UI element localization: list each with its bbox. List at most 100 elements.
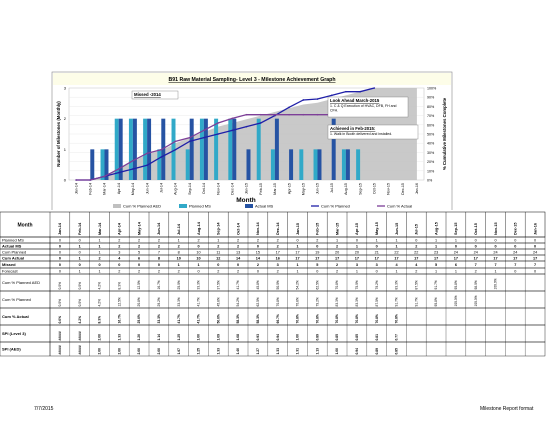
y2-tick-label: 40% bbox=[427, 142, 435, 146]
line-point bbox=[103, 175, 106, 178]
table-cell: 0.89 bbox=[375, 348, 379, 355]
table-cell: 2.00 bbox=[117, 348, 121, 355]
table-cell: 0 bbox=[376, 244, 378, 248]
table-cell: 0 bbox=[415, 238, 417, 242]
line-point bbox=[203, 129, 205, 132]
line-point bbox=[174, 148, 177, 151]
table-cell: 70.8% bbox=[395, 314, 399, 323]
bar-planned-ms bbox=[171, 118, 176, 180]
table-cell: 0 bbox=[197, 244, 199, 248]
x-tick-label: Sep-14 bbox=[188, 183, 192, 195]
annotation-box bbox=[327, 124, 419, 140]
x-tick-label: Dec-15 bbox=[401, 183, 405, 195]
table-month-header: Sep-14 bbox=[217, 222, 221, 235]
table-cell: 17 bbox=[454, 256, 458, 260]
table-cell: 33.3% bbox=[197, 280, 201, 289]
table-cell: 0.85 bbox=[395, 348, 399, 355]
y2-axis-title: % Cumulative Milestones Complete bbox=[442, 97, 447, 170]
table-cell: 0 bbox=[316, 269, 318, 273]
table-cell: 0 bbox=[217, 263, 219, 267]
table-month-header: Jun-14 bbox=[157, 222, 161, 235]
table-cell: 2 bbox=[237, 269, 239, 273]
bar-actual-ms bbox=[232, 118, 237, 180]
table-row-label: Cum % Planned AED bbox=[2, 280, 40, 285]
table-cell: 10 bbox=[177, 256, 181, 260]
table-cell: 62.5% bbox=[315, 280, 319, 289]
y2-tick-label: 100% bbox=[427, 87, 437, 91]
table-month-header: Jun-15 bbox=[395, 223, 399, 235]
table-cell: 24 bbox=[474, 250, 478, 254]
table-cell: 0.85 bbox=[355, 334, 359, 341]
table-cell: 20 bbox=[355, 250, 359, 254]
table-cell: 1 bbox=[197, 263, 199, 267]
table-cell: 50.0% bbox=[216, 314, 220, 323]
table-cell: 20.8% bbox=[137, 297, 141, 306]
table-cell: 1.27 bbox=[256, 348, 260, 355]
table-cell: 41.7% bbox=[197, 314, 201, 323]
line-point bbox=[259, 113, 262, 116]
table-cell: 17 bbox=[513, 256, 517, 260]
table-cell: 87.5% bbox=[375, 297, 379, 306]
table-cell: 70.8% bbox=[315, 314, 319, 323]
table-cell: 0 bbox=[534, 269, 536, 273]
table-cell: 1 bbox=[178, 263, 180, 267]
table-month-header: Dec-14 bbox=[276, 222, 280, 235]
table-cell: 10 bbox=[196, 250, 200, 254]
table-cell: 24 bbox=[454, 250, 458, 254]
table-cell: 0 bbox=[534, 244, 536, 248]
table-cell: 1.33 bbox=[117, 334, 121, 341]
bar-actual-ms bbox=[317, 149, 322, 180]
table-cell: 1.00 bbox=[197, 334, 201, 341]
table-cell: 95.8% bbox=[454, 280, 458, 289]
table-cell: 2 bbox=[178, 269, 180, 273]
x-tick-label: Apr-14 bbox=[117, 183, 121, 194]
table-cell: 17 bbox=[493, 256, 497, 260]
table-cell: 17 bbox=[335, 256, 339, 260]
table-row-label: Cum Actual bbox=[2, 256, 24, 261]
table-cell: 0 bbox=[514, 238, 516, 242]
table-cell: 2 bbox=[415, 244, 417, 248]
line-point bbox=[146, 152, 148, 155]
table-row-label: Cum % Actual bbox=[2, 314, 29, 319]
table-month-header: May-14 bbox=[137, 221, 141, 235]
bar-actual-ms bbox=[289, 149, 294, 180]
table-cell: 0.85 bbox=[335, 334, 339, 341]
table-cell: 16.7% bbox=[117, 314, 121, 323]
table-cell: 6 bbox=[138, 256, 140, 260]
bar-planned-ms bbox=[341, 149, 346, 180]
table-month-header: Dec-15 bbox=[514, 223, 518, 235]
table-cell: 1.40 bbox=[236, 348, 240, 355]
table-cell: 0 bbox=[79, 263, 81, 267]
x-tick-label: Dec-14 bbox=[231, 183, 235, 195]
table-cell: 6 bbox=[455, 263, 457, 267]
table-cell: 1 bbox=[178, 238, 180, 242]
table-cell: 91.7% bbox=[395, 297, 399, 306]
table-cell: 5 bbox=[138, 250, 140, 254]
legend-label: Planned MS bbox=[189, 204, 211, 209]
bar-planned-ms bbox=[356, 149, 361, 180]
table-cell: 1.14 bbox=[157, 334, 161, 341]
line-cum-actual bbox=[76, 114, 346, 181]
footer-date: 7/7/2015 bbox=[34, 406, 54, 412]
annotation-title: Achieved in Feb-2015: bbox=[330, 126, 376, 131]
table-month-header: Oct-14 bbox=[236, 222, 240, 235]
chart-title: B91 Raw Material Sampling- Level 3 - Mil… bbox=[168, 77, 335, 83]
table-cell: 23 bbox=[434, 250, 438, 254]
table-cell: 1 bbox=[217, 238, 219, 242]
x-tick-label: Sep-15 bbox=[358, 183, 362, 195]
bar-actual-ms bbox=[118, 118, 123, 180]
table-cell: 0 bbox=[356, 238, 358, 242]
y-tick-label: 1 bbox=[64, 147, 67, 152]
table-cell: 7 bbox=[514, 263, 516, 267]
line-point bbox=[302, 99, 305, 101]
table-month-header: Jan-15 bbox=[296, 223, 300, 235]
table-cell: 1 bbox=[98, 250, 100, 254]
table-cell: 2 bbox=[257, 238, 259, 242]
line-point bbox=[359, 90, 361, 93]
table-cell: 1.00 bbox=[335, 348, 339, 355]
line-point bbox=[245, 125, 248, 128]
table-cell: 2 bbox=[217, 244, 219, 248]
annotation-box bbox=[131, 90, 179, 100]
line-point bbox=[117, 171, 120, 174]
